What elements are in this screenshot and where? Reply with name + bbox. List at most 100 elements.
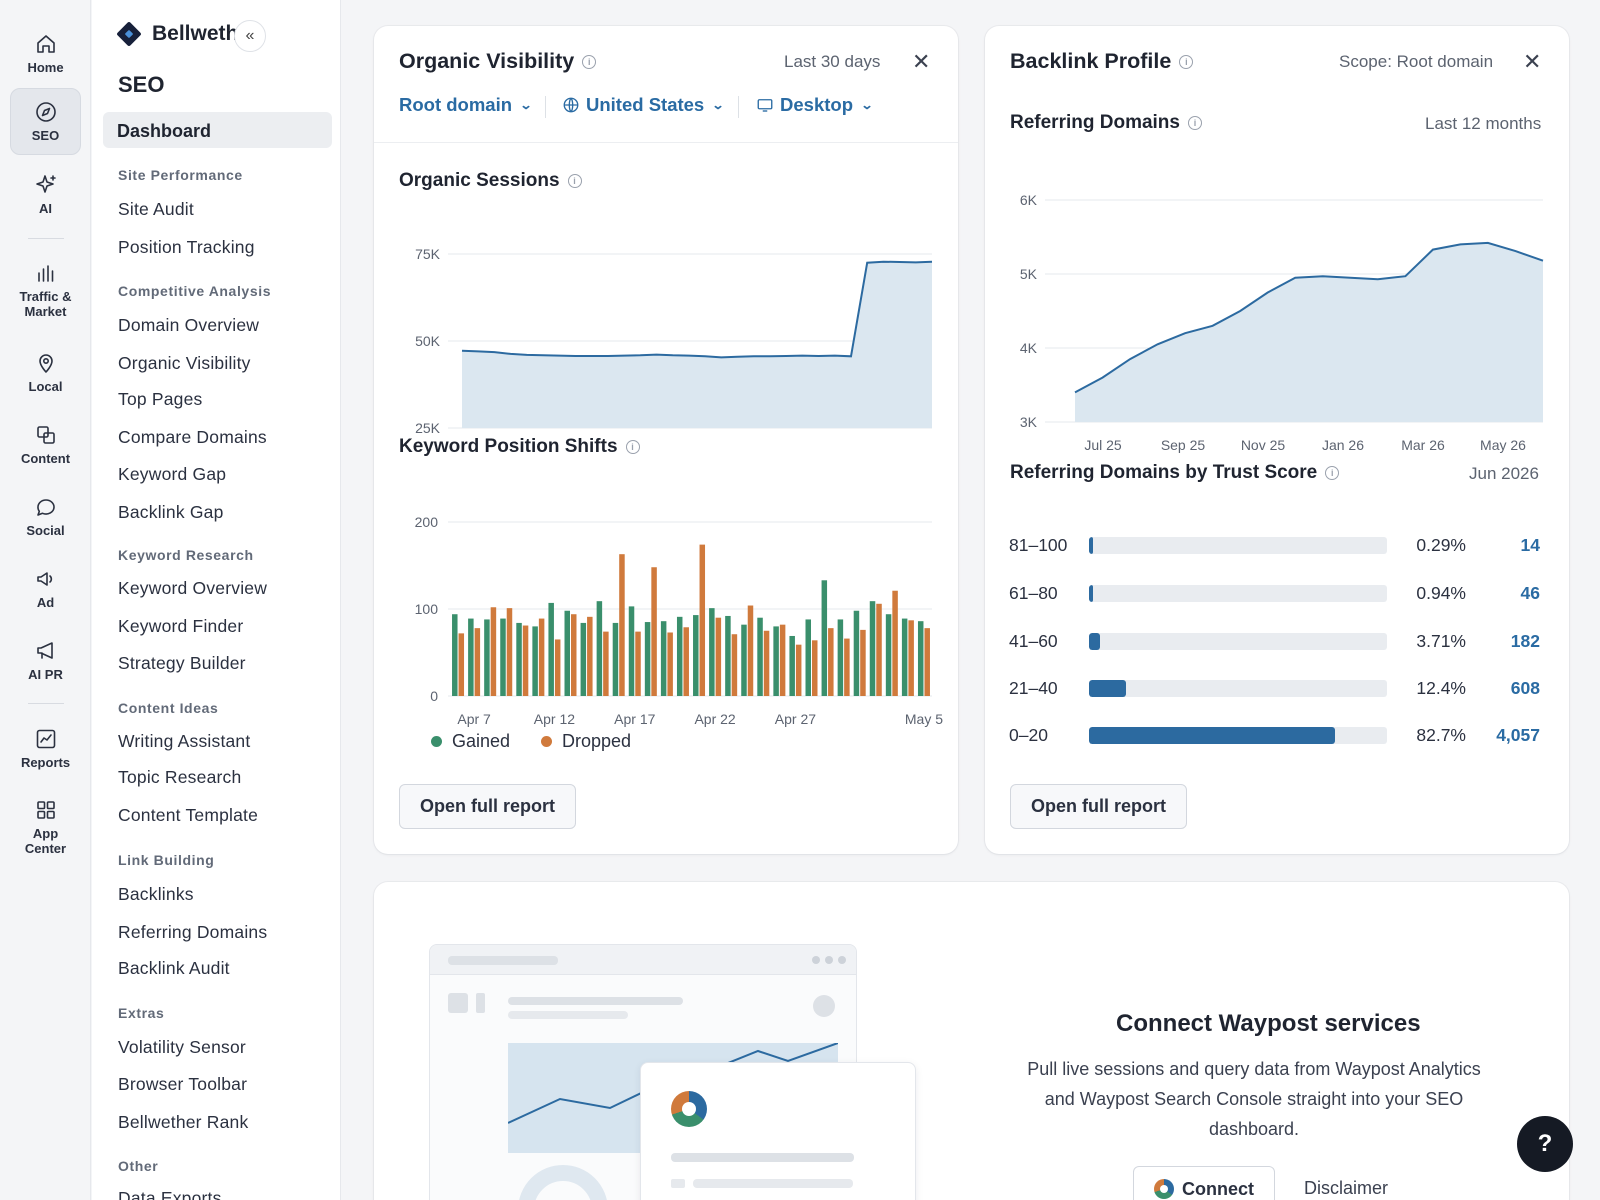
bar-dropped [458,633,465,696]
waypost-logo-icon [1154,1179,1174,1199]
nav-link-backlinks[interactable]: Backlinks [118,884,194,904]
info-icon[interactable]: i [625,439,640,454]
nav-link-writing-assistant[interactable]: Writing Assistant [118,731,251,751]
scope-dropdown[interactable]: Root domain ⌄ [399,94,533,116]
trust-range-label: 81–100 [1009,534,1068,555]
nav-link-bellwether-rank[interactable]: Bellwether Rank [118,1112,249,1132]
nav-link-browser-toolbar[interactable]: Browser Toolbar [118,1074,248,1094]
bar-gained [468,618,474,696]
rail-item-reports[interactable]: Reports [10,720,81,776]
rail-item-app-center[interactable]: App Center [10,794,81,860]
collapse-nav-button[interactable]: « [234,20,266,52]
trust-score-row[interactable]: 41–60 3.71% 182 [1009,626,1540,656]
trust-bar-track [1089,632,1387,650]
bar-gained [676,616,683,696]
legend-label: Gained [452,731,511,751]
nav-link-content-template[interactable]: Content Template [118,805,259,825]
trust-bar-track [1089,726,1387,744]
nav-link-organic-visibility[interactable]: Organic Visibility [118,353,251,373]
info-icon[interactable]: i [1325,465,1340,480]
trust-range-label: 41–60 [1009,630,1058,651]
nav-item-dashboard[interactable]: Dashboard [103,112,332,148]
card-title-text: Organic Visibility [399,49,575,73]
trust-score-row[interactable]: 81–100 0.29% 14 [1009,530,1540,560]
trust-count[interactable]: 182 [1510,630,1540,651]
rail-item-local[interactable]: Local [10,344,81,400]
device-dropdown[interactable]: Desktop ⌄ [756,94,874,116]
nav-link-keyword-overview[interactable]: Keyword Overview [118,578,268,598]
trust-count[interactable]: 14 [1520,534,1540,555]
trust-score-row[interactable]: 0–20 82.7% 4,057 [1009,720,1540,750]
trust-bar-track [1089,584,1387,602]
nav-link-position-tracking[interactable]: Position Tracking [118,237,255,257]
nav-link-data-exports[interactable]: Data Exports [118,1188,222,1200]
bar-gained [853,610,860,696]
close-icon[interactable]: ✕ [912,49,931,74]
bar-gained [580,622,587,696]
bar-gained [612,622,619,696]
country-dropdown[interactable]: United States ⌄ [562,94,725,116]
trust-count[interactable]: 4,057 [1496,724,1540,745]
rail-item-seo[interactable]: SEO [10,88,81,155]
home-icon [36,34,55,53]
rail-label: Traffic & Market [19,289,72,319]
info-icon[interactable]: i [1179,55,1194,70]
nav-link-topic-research[interactable]: Topic Research [118,767,242,787]
illustration-line [508,997,683,1005]
rail-item-content[interactable]: Content [10,416,81,472]
y-tick-label: 200 [415,514,439,530]
connect-button[interactable]: Connect [1133,1166,1275,1200]
info-icon[interactable]: i [582,55,597,70]
nav-link-keyword-gap[interactable]: Keyword Gap [118,464,227,484]
rail-item-home[interactable]: Home [10,24,81,82]
bar-dropped [715,617,722,696]
trust-percent: 0.94% [1416,582,1466,603]
nav-link-site-audit[interactable]: Site Audit [118,199,194,219]
trust-percent: 82.7% [1416,724,1466,745]
nav-link-top-pages[interactable]: Top Pages [118,389,203,409]
flag-megaphone-icon [36,641,53,659]
info-icon[interactable]: i [567,173,582,188]
trust-score-row[interactable]: 61–80 0.94% 46 [1009,578,1540,608]
trust-count[interactable]: 608 [1510,677,1540,698]
nav-link-referring-domains[interactable]: Referring Domains [118,922,268,942]
nav-link-strategy-builder[interactable]: Strategy Builder [118,653,246,673]
x-tick-label: Apr 27 [775,711,816,727]
bar-dropped [619,554,625,696]
chat-bubble-icon [36,498,55,516]
legend-dropped: Dropped [541,731,631,752]
open-full-report-button[interactable]: Open full report [399,784,576,829]
rail-item-ai[interactable]: AI [10,166,81,222]
rail-item-ad[interactable]: Ad [10,560,81,616]
x-tick-label: Apr 12 [534,711,575,727]
trust-count[interactable]: 46 [1520,582,1540,603]
bar-dropped [538,618,545,696]
help-button[interactable]: ? [1517,1116,1573,1172]
keyword-shifts-chart: 200 100 0 Apr 7 Apr 12 Apr 17 Apr 22 Apr 27 May … [415,514,944,727]
nav-link-volatility-sensor[interactable]: Volatility Sensor [118,1037,246,1057]
rail-item-social[interactable]: Social [10,488,81,544]
bar-dropped [795,644,802,696]
disclaimer-link[interactable]: Disclaimer [1304,1178,1389,1198]
info-icon[interactable]: i [1187,115,1202,130]
close-icon[interactable]: ✕ [1523,49,1542,74]
nav-section-title: Site Performance [118,167,243,183]
rail-item-traffic-market[interactable]: Traffic & Market [10,256,81,324]
sessions-area [462,261,932,428]
rail-label: Home [27,59,64,75]
rail-item-ai-pr[interactable]: AI PR [10,632,81,688]
x-tick-label: Nov 25 [1241,437,1286,453]
bar-gained [709,608,715,696]
nav-link-backlink-audit[interactable]: Backlink Audit [118,958,230,978]
nav-link-keyword-finder[interactable]: Keyword Finder [118,616,244,636]
bar-dropped [892,590,898,696]
nav-link-compare-domains[interactable]: Compare Domains [118,427,267,447]
card-title: Backlink Profile i [1010,49,1194,74]
trust-score-row[interactable]: 21–40 12.4% 608 [1009,673,1540,703]
bar-chart-icon [37,265,53,282]
brand[interactable]: Bellwether [116,21,258,47]
nav-link-backlink-gap[interactable]: Backlink Gap [118,502,224,522]
bar-dropped [763,630,770,696]
open-full-report-button[interactable]: Open full report [1010,784,1187,829]
nav-link-domain-overview[interactable]: Domain Overview [118,315,260,335]
